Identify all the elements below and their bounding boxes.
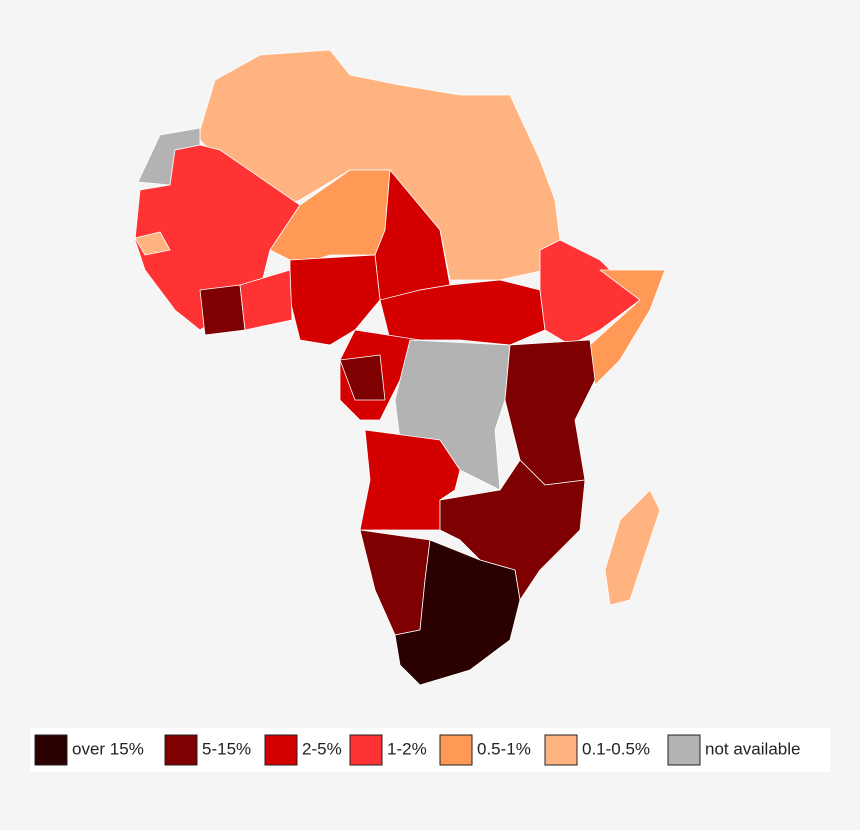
legend: over 15% 5-15% 2-5% 1-2% 0.5-1% 0.1-0.5% not a… [34, 734, 800, 766]
region [604, 489, 661, 606]
legend-label: not available [705, 739, 800, 758]
legend-swatch [544, 734, 578, 766]
legend-label: 0.5-1% [477, 739, 531, 758]
region [394, 539, 521, 686]
legend-label: over 15% [72, 739, 144, 758]
legend-label: 2-5% [302, 739, 342, 758]
legend-label: 5-15% [202, 739, 251, 758]
legend-swatch [439, 734, 473, 766]
legend-swatch [349, 734, 383, 766]
legend-label: 0.1-0.5% [582, 739, 650, 758]
legend-label: 1-2% [387, 739, 427, 758]
region [589, 269, 666, 386]
africa-map [134, 49, 666, 686]
region [199, 284, 246, 336]
legend-swatch [164, 734, 198, 766]
region [439, 459, 586, 601]
legend-swatch [667, 734, 701, 766]
region [359, 529, 431, 636]
legend-swatch [264, 734, 298, 766]
region [134, 231, 171, 256]
region [539, 239, 641, 346]
region [339, 354, 386, 401]
region [239, 269, 293, 331]
legend-swatch [34, 734, 68, 766]
